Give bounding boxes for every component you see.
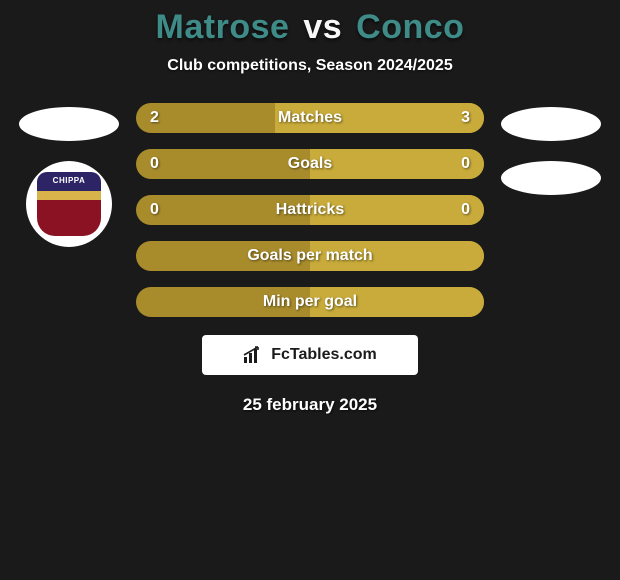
left-avatar-column: CHIPPA [16,103,122,247]
stat-label: Matches [136,103,484,133]
player-avatar-placeholder [501,161,601,195]
stat-row: Min per goal [136,287,484,317]
stat-value-right: 3 [461,103,470,133]
stat-label: Min per goal [136,287,484,317]
club-crest-label: CHIPPA [37,176,101,185]
stat-label: Goals [136,149,484,179]
infographic-root: Matrose vs Conco Club competitions, Seas… [0,0,620,415]
stat-row: Matches2 3 [136,103,484,133]
stat-row: Goals per match [136,241,484,271]
player-avatar-placeholder [501,107,601,141]
stat-label: Hattricks [136,195,484,225]
stat-value-right: 0 [461,195,470,225]
title-player1: Matrose [156,8,290,46]
stat-row: Hattricks0 0 [136,195,484,225]
page-title: Matrose vs Conco [156,8,465,47]
date-text: 25 february 2025 [243,395,377,415]
stat-value-right: 0 [461,149,470,179]
brand-badge: FcTables.com [202,335,418,375]
stat-value-left: 0 [150,195,159,225]
title-vs: vs [303,8,342,46]
brand-text: FcTables.com [271,346,377,364]
stat-value-left: 0 [150,149,159,179]
club-crest: CHIPPA [26,161,112,247]
stat-row: Goals0 0 [136,149,484,179]
stat-value-left: 2 [150,103,159,133]
player-avatar-placeholder [19,107,119,141]
right-avatar-column [498,103,604,195]
stats-area: CHIPPA Matches23Goals00Hattricks00Goals … [0,103,620,317]
bars-chart-icon [243,346,265,364]
stat-bars: Matches23Goals00Hattricks00Goals per mat… [136,103,484,317]
subtitle: Club competitions, Season 2024/2025 [167,57,452,75]
title-player2: Conco [356,8,464,46]
stat-label: Goals per match [136,241,484,271]
